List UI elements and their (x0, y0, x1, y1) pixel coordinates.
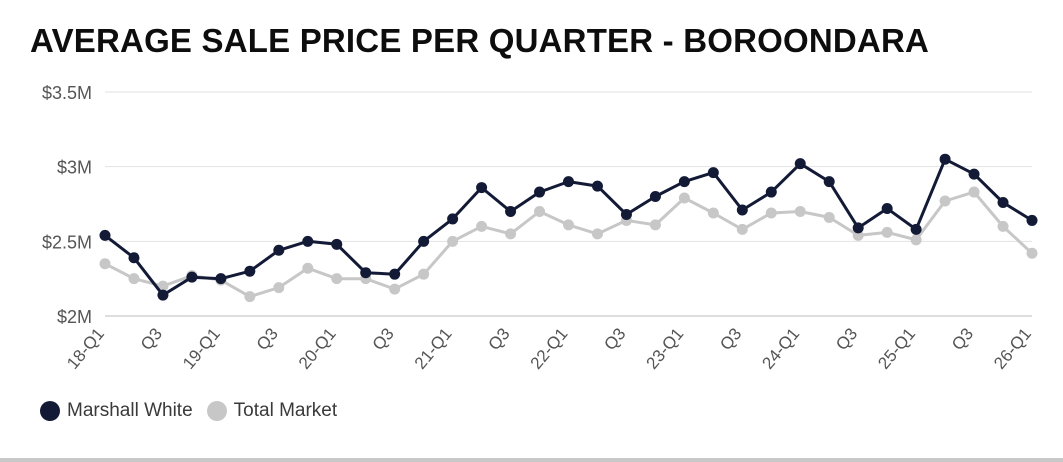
data-point (997, 197, 1009, 209)
x-tick-label: Q3 (137, 324, 166, 354)
data-point (215, 273, 227, 285)
data-point (997, 220, 1009, 232)
data-point (794, 205, 806, 217)
data-point (186, 271, 198, 283)
data-point (852, 222, 864, 234)
legend-item-total-market[interactable]: Total Market (206, 400, 338, 422)
data-point (447, 213, 459, 225)
x-tick-label: 21-Q1 (411, 324, 456, 372)
x-tick-label: Q3 (600, 324, 629, 354)
data-point (534, 186, 546, 198)
data-point (881, 202, 893, 214)
x-tick-label: Q3 (716, 324, 745, 354)
x-tick-label: 20-Q1 (295, 324, 340, 372)
data-point (649, 191, 661, 203)
data-point (99, 258, 111, 270)
x-tick-label: 23-Q1 (643, 324, 688, 372)
series-line-total-market (104, 190, 1034, 299)
x-tick-label: Q3 (253, 324, 282, 354)
y-tick-label: $2M (57, 307, 92, 327)
data-point (736, 204, 748, 216)
data-point (736, 223, 748, 235)
data-point (591, 228, 603, 240)
data-point (881, 226, 893, 238)
x-tick-label: 24-Q1 (758, 324, 803, 372)
bottom-divider (0, 458, 1063, 462)
x-tick-label: Q3 (948, 324, 977, 354)
data-point (128, 252, 140, 264)
data-point (476, 220, 488, 232)
data-point (968, 168, 980, 180)
data-point (563, 176, 574, 188)
data-point (534, 205, 546, 217)
x-tick-label: Q3 (369, 324, 398, 354)
data-point (418, 268, 430, 280)
data-point (794, 158, 806, 170)
data-point (591, 180, 603, 192)
data-point (910, 234, 922, 246)
data-point (968, 186, 980, 198)
data-point (302, 235, 314, 247)
data-point (707, 167, 719, 179)
data-point (244, 291, 256, 303)
x-tick-label: 26-Q1 (990, 324, 1035, 372)
data-point (244, 265, 256, 277)
data-point (128, 273, 140, 285)
data-point (157, 289, 169, 301)
data-point (273, 282, 285, 294)
y-tick-label: $3.5M (42, 83, 92, 103)
data-point (360, 267, 372, 279)
legend-marker-total-market (206, 401, 227, 421)
legend: Marshall White Total Market (40, 400, 351, 422)
data-point (765, 207, 777, 219)
data-point (389, 268, 401, 280)
data-point (910, 223, 922, 235)
y-tick-label: $3M (57, 158, 92, 178)
data-point (1026, 214, 1038, 226)
x-tick-label: Q3 (832, 324, 861, 354)
data-point (273, 244, 285, 256)
data-point (563, 219, 574, 231)
data-point (1026, 247, 1038, 259)
data-point (649, 219, 661, 231)
data-point (331, 273, 343, 285)
y-tick-label: $2.5M (42, 232, 92, 252)
data-point (505, 205, 517, 217)
legend-label-total-market: Total Market (233, 400, 338, 421)
x-tick-label: 25-Q1 (874, 324, 919, 372)
legend-item-marshall-white[interactable]: Marshall White (40, 400, 193, 422)
data-point (678, 176, 690, 188)
data-point (678, 192, 690, 204)
data-point (765, 186, 777, 198)
x-tick-label: 22-Q1 (527, 324, 572, 372)
x-tick-label: Q3 (484, 324, 513, 354)
legend-label-marshall-white: Marshall White (67, 400, 193, 421)
data-point (939, 153, 951, 165)
data-point (476, 182, 488, 194)
data-point (331, 238, 343, 250)
data-point (99, 229, 111, 241)
data-point (447, 235, 459, 247)
data-point (823, 176, 835, 188)
data-point (620, 208, 632, 220)
x-tick-label: 19-Q1 (179, 324, 224, 372)
data-point (302, 262, 314, 274)
data-point (707, 207, 719, 219)
data-point (939, 195, 951, 207)
legend-marker-marshall-white (40, 401, 60, 421)
x-tick-label: 18-Q1 (63, 324, 108, 372)
data-point (418, 235, 430, 247)
data-point (505, 228, 517, 240)
data-point (389, 283, 401, 295)
chart-title: AVERAGE SALE PRICE PER QUARTER - BOROOND… (30, 22, 930, 59)
data-point (823, 211, 835, 223)
data-point (157, 280, 169, 292)
